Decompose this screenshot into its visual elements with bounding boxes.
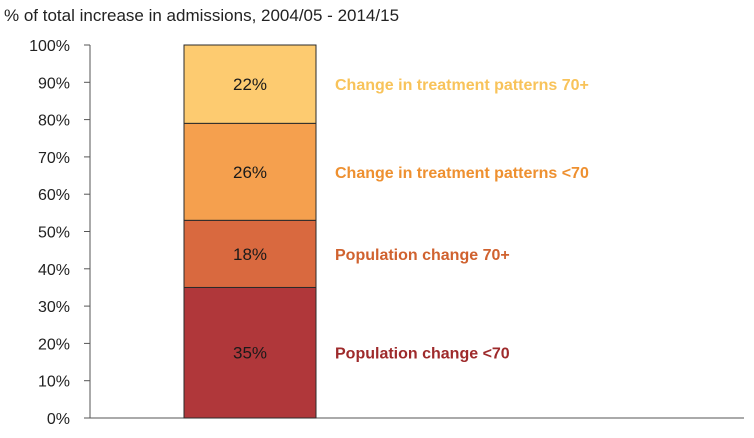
y-tick-label: 50%: [38, 225, 70, 242]
y-tick-label: 40%: [38, 262, 70, 279]
data-label: 35%: [233, 344, 267, 363]
bar-segment: [183, 286, 317, 419]
series-label: Change in treatment patterns <70: [335, 165, 589, 182]
y-tick-label: 60%: [38, 187, 70, 204]
y-tick-label: 10%: [38, 374, 70, 391]
data-label: 22%: [233, 75, 267, 94]
data-label: 18%: [233, 245, 267, 264]
series-label: Population change <70: [335, 346, 510, 363]
bar-segments: 35% 18% 26% 22%: [183, 44, 317, 419]
data-label: 26%: [233, 163, 267, 182]
y-tick-label: 20%: [38, 336, 70, 353]
chart-title: % of total increase in admissions, 2004/…: [4, 6, 399, 25]
bar-segment: [183, 44, 317, 124]
y-tick-label: 70%: [38, 150, 70, 167]
y-tick-label: 0%: [47, 411, 70, 428]
y-tick-label: 90%: [38, 75, 70, 92]
y-axis: 0% 10% 20% 30% 40% 50% 60% 70% 80% 90% 100%: [29, 38, 744, 428]
series-label: Population change 70+: [335, 247, 510, 264]
y-tick-label: 30%: [38, 299, 70, 316]
bar-segment: [183, 122, 317, 221]
bar-segment: [183, 219, 317, 288]
series-labels: Population change <70 Population change 7…: [335, 77, 589, 363]
series-label: Change in treatment patterns 70+: [335, 77, 589, 94]
y-tick-label: 100%: [29, 38, 70, 55]
y-tick-label: 80%: [38, 113, 70, 130]
